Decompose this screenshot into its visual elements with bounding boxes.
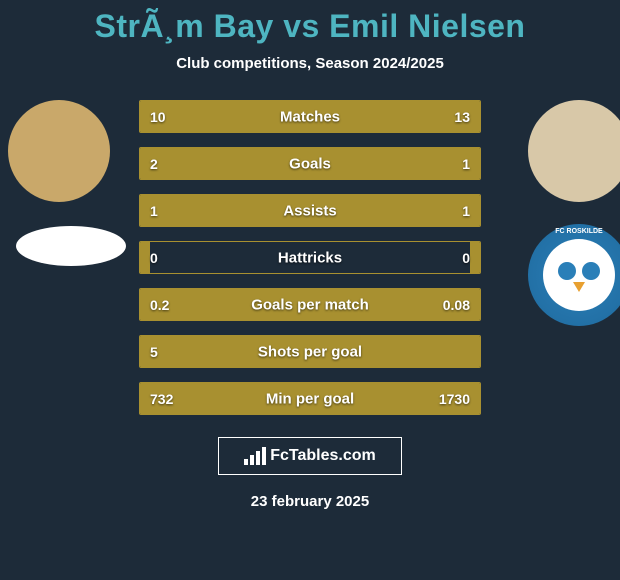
stat-value-right: 1730 [439, 391, 470, 407]
stat-value-right: 1 [462, 156, 470, 172]
bar-fill-right [470, 242, 480, 273]
stat-label: Matches [280, 108, 340, 125]
comparison-panel: FC ROSKILDE Matches 10 13 Goals 2 1 Assists 1 1 H… [0, 100, 620, 415]
stat-value-left: 1 [150, 203, 158, 219]
fctables-icon [244, 447, 266, 465]
stat-value-left: 0.2 [150, 297, 169, 313]
footer-site: FcTables.com [270, 447, 376, 465]
stat-value-right: 13 [454, 109, 470, 125]
club-left-logo [16, 226, 126, 266]
footer-badge[interactable]: FcTables.com [218, 437, 402, 475]
stat-label: Assists [283, 202, 336, 219]
page-title: StrÃ¸m Bay vs Emil Nielsen [0, 0, 620, 45]
stat-value-right: 0.08 [443, 297, 470, 313]
stat-label: Goals [289, 155, 331, 172]
stat-row: Min per goal 732 1730 [139, 382, 481, 415]
stat-value-left: 10 [150, 109, 166, 125]
stat-value-left: 732 [150, 391, 173, 407]
stat-label: Min per goal [266, 390, 354, 407]
stat-row: Matches 10 13 [139, 100, 481, 133]
stat-bars: Matches 10 13 Goals 2 1 Assists 1 1 Hattricks 0 0 Go… [139, 100, 481, 415]
date-label: 23 february 2025 [0, 493, 620, 510]
stat-label: Goals per match [251, 296, 369, 313]
subtitle: Club competitions, Season 2024/2025 [0, 55, 620, 72]
stat-value-left: 2 [150, 156, 158, 172]
stat-row: Hattricks 0 0 [139, 241, 481, 274]
stat-value-right: 1 [462, 203, 470, 219]
stat-row: Shots per goal 5 [139, 335, 481, 368]
stat-value-left: 0 [150, 250, 158, 266]
club-right-inner [543, 239, 615, 311]
stat-value-right: 0 [462, 250, 470, 266]
owl-eyes-icon [558, 262, 600, 280]
player-left-avatar [8, 100, 110, 202]
stat-label: Shots per goal [258, 343, 362, 360]
stat-row: Goals per match 0.2 0.08 [139, 288, 481, 321]
bar-fill-left [140, 242, 150, 273]
player-right-avatar [528, 100, 620, 202]
stat-value-left: 5 [150, 344, 158, 360]
club-right-logo: FC ROSKILDE [528, 224, 620, 326]
owl-beak-icon [573, 282, 585, 292]
bar-fill-left [140, 148, 367, 179]
stat-label: Hattricks [278, 249, 342, 266]
club-right-name: FC ROSKILDE [555, 228, 602, 235]
stat-row: Goals 2 1 [139, 147, 481, 180]
stat-row: Assists 1 1 [139, 194, 481, 227]
